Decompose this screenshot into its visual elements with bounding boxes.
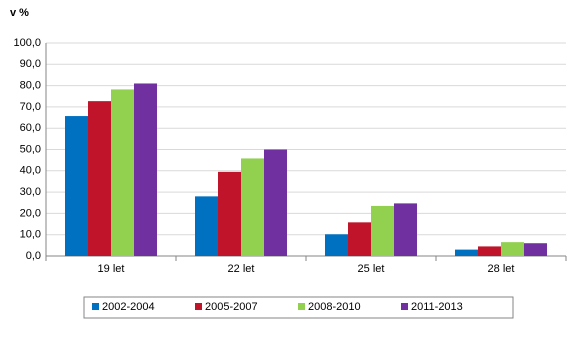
y-tick-label: 70,0 — [20, 101, 41, 113]
y-tick-label: 20,0 — [20, 207, 41, 219]
y-tick-label: 50,0 — [20, 143, 41, 155]
bar — [455, 249, 478, 256]
legend-label: 2008-2010 — [308, 301, 361, 313]
bar — [218, 171, 241, 256]
bar — [394, 203, 417, 256]
legend-label: 2011-2013 — [411, 301, 463, 313]
bar — [241, 158, 264, 256]
bar — [325, 234, 348, 256]
legend-swatch — [401, 303, 408, 310]
y-tick-label: 90,0 — [20, 58, 41, 70]
y-tick-label: 0,0 — [26, 250, 41, 262]
y-tick-label: 100,0 — [13, 37, 41, 49]
bar — [195, 196, 218, 256]
x-tick-label: 28 let — [488, 263, 515, 275]
bar — [348, 222, 371, 256]
legend-label: 2005-2007 — [205, 301, 258, 313]
y-axis-title: v % — [10, 7, 29, 19]
bar — [524, 243, 547, 256]
y-tick-label: 10,0 — [20, 229, 41, 241]
legend-swatch — [298, 303, 305, 310]
y-tick-label: 40,0 — [20, 165, 41, 177]
bar — [264, 149, 287, 256]
legend-swatch — [92, 303, 99, 310]
bar — [111, 89, 134, 257]
bar — [478, 246, 501, 256]
legend-label: 2002-2004 — [102, 301, 155, 313]
x-tick-label: 25 let — [358, 263, 385, 275]
legend-box — [83, 296, 514, 319]
bar — [88, 101, 111, 256]
bar — [501, 242, 524, 256]
legend-swatch — [195, 303, 202, 310]
bar — [371, 205, 394, 256]
bar — [65, 116, 88, 257]
bar — [134, 83, 157, 256]
y-tick-label: 60,0 — [20, 122, 41, 134]
x-tick-label: 22 let — [228, 263, 255, 275]
y-tick-label: 30,0 — [20, 186, 41, 198]
y-tick-label: 80,0 — [20, 80, 41, 92]
x-tick-label: 19 let — [98, 263, 125, 275]
